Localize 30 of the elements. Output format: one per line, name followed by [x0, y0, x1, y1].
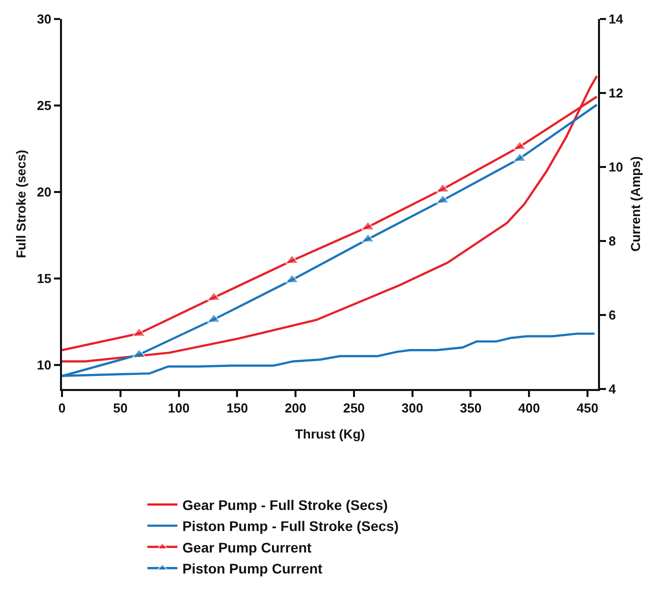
y-tick-label: 15 — [36, 270, 52, 286]
legend-label: Gear Pump - Full Stroke (Secs) — [182, 496, 388, 513]
y2-tick-label: 6 — [608, 308, 616, 323]
x-tick-label: 100 — [168, 400, 190, 416]
x-axis-title: Thrust (Kg) — [294, 426, 366, 442]
x-tick-label: 250 — [343, 400, 365, 416]
y-axis-title: Full Stroke (secs) — [13, 150, 28, 258]
x-tick-label: 350 — [460, 400, 482, 416]
x-tick-label: 50 — [113, 400, 128, 416]
legend-label: Piston Pump Current — [182, 560, 323, 577]
y2-tick-label: 4 — [608, 382, 617, 397]
y-tick-label: 10 — [36, 357, 52, 372]
y2-tick-label: 12 — [608, 86, 624, 101]
x-tick-label: 0 — [58, 400, 66, 416]
y-tick-label: 25 — [36, 98, 52, 113]
y-tick-label: 20 — [36, 184, 52, 200]
y-tick-label: 30 — [36, 12, 52, 27]
x-tick-label: 150 — [226, 400, 248, 416]
point — [285, 274, 299, 284]
x-tick-label: 200 — [284, 400, 306, 416]
x-tick-label: 450 — [576, 400, 598, 416]
y2-tick-label: 10 — [608, 160, 624, 175]
y2-axis-title: Current (Amps) — [628, 156, 643, 252]
x-tick-label: 400 — [518, 400, 540, 416]
point — [361, 220, 375, 230]
legend-label: Piston Pump - Full Stroke (Secs) — [182, 518, 399, 534]
x-tick-label: 300 — [401, 400, 424, 416]
legend-label: Gear Pump Current — [182, 539, 312, 556]
y2-tick-label: 14 — [608, 12, 624, 27]
y2-tick-label: 8 — [608, 234, 616, 249]
